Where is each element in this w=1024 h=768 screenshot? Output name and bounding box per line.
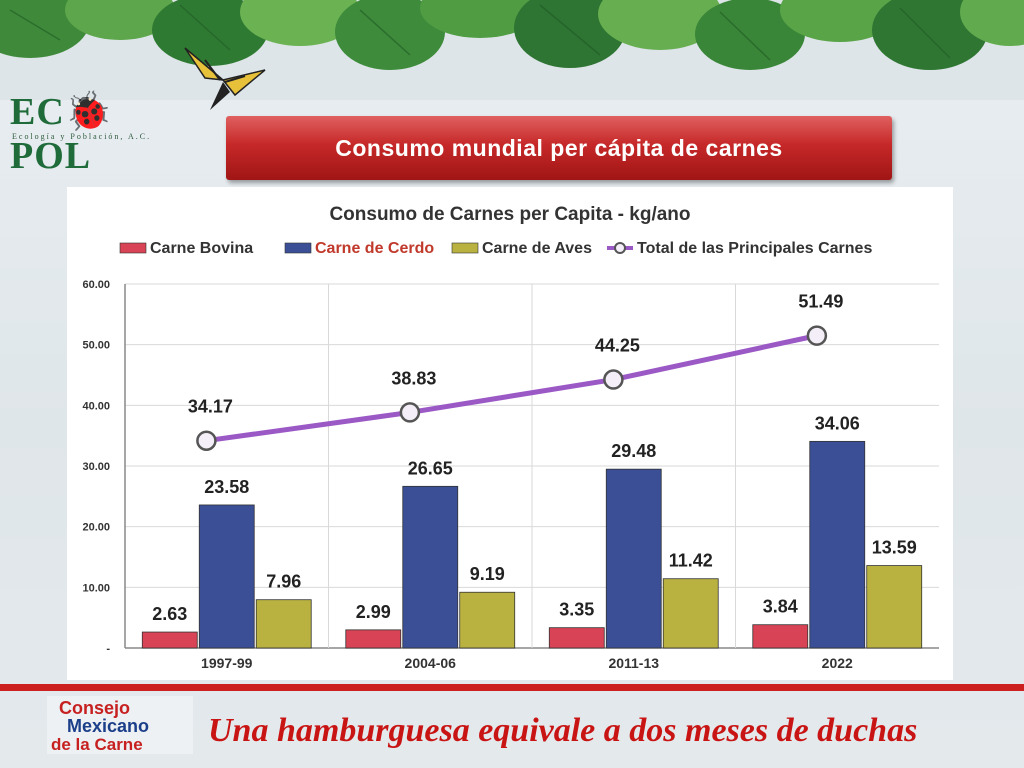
chart-legend: Carne Bovina Carne de Cerdo Carne de Aves T… xyxy=(119,240,872,257)
bar-value-label: 11.42 xyxy=(669,551,713,571)
legend-label: Carne Bovina xyxy=(150,240,253,257)
bar-value-label: 26.65 xyxy=(408,458,453,478)
total-point-1 xyxy=(399,402,421,423)
y-tick-label: 30.00 xyxy=(82,461,110,473)
bar-value-label: 9.19 xyxy=(470,564,505,584)
ecopol-logo: EC🐞POL Ecología y Población, A.C. xyxy=(10,90,180,177)
consejo-mexicano-logo: Consejo Mexicano de la Carne xyxy=(47,696,193,754)
leaves-header xyxy=(0,0,1024,100)
legend-swatch xyxy=(119,242,147,254)
bar-cerdo-3 xyxy=(809,440,866,649)
bar-bovina-1 xyxy=(345,629,402,649)
logo-name: EC🐞POL xyxy=(10,91,114,177)
legend-label: Carne de Cerdo xyxy=(315,240,434,257)
bar-value-label: 13.59 xyxy=(872,538,917,558)
total-value-label: 44.25 xyxy=(595,336,640,356)
bar-value-label: 29.48 xyxy=(611,441,656,461)
y-tick-label: 20.00 xyxy=(82,522,110,534)
legend-marker xyxy=(614,242,626,254)
legend-label: Carne de Aves xyxy=(482,240,592,257)
cmc-line-2: Mexicano xyxy=(67,716,149,736)
bar-bovina-0 xyxy=(141,631,198,649)
x-tick-label: 2011-13 xyxy=(608,655,659,671)
total-value-label: 34.17 xyxy=(188,397,233,417)
bar-value-label: 7.96 xyxy=(266,572,301,592)
bar-aves-1 xyxy=(459,591,516,649)
y-tick-label: - xyxy=(106,643,110,655)
chart-title: Consumo de Carnes per Capita - kg/ano xyxy=(329,204,690,225)
bar-value-label: 2.99 xyxy=(356,602,391,622)
x-tick-label: 1997-99 xyxy=(201,655,253,671)
y-tick-label: 50.00 xyxy=(82,340,110,352)
bar-value-label: 3.35 xyxy=(559,600,594,620)
banner-title: Consumo mundial per cápita de carnes xyxy=(335,134,783,161)
bar-aves-0 xyxy=(255,599,312,649)
total-value-label: 38.83 xyxy=(391,368,436,388)
butterfly-icon xyxy=(184,47,266,110)
bar-cerdo-1 xyxy=(402,485,459,649)
title-banner: Consumo mundial per cápita de carnes xyxy=(226,116,892,180)
data-labels: 2.63 23.58 7.96 2.99 26.65 9.19 3.35 29.48 11.42… xyxy=(152,292,917,624)
cmc-line-1: Consejo xyxy=(59,698,130,718)
legend-label: Total de las Principales Carnes xyxy=(637,240,872,257)
total-point-0 xyxy=(196,430,217,451)
chart-panel: Consumo de Carnes per Capita - kg/ano Ca… xyxy=(67,187,953,680)
x-axis-ticks: 1997-99 2004-06 2011-13 2022 xyxy=(201,655,853,671)
legend-swatch xyxy=(284,242,312,254)
total-line xyxy=(196,325,828,451)
legend-swatch xyxy=(451,242,479,254)
bar-value-label: 3.84 xyxy=(763,597,798,617)
bar-bovina-3 xyxy=(752,624,809,649)
bar-cerdo-2 xyxy=(605,468,662,649)
total-value-label: 51.49 xyxy=(798,292,843,312)
bar-cerdo-0 xyxy=(198,504,255,649)
y-tick-label: 60.00 xyxy=(82,279,110,291)
cmc-line-3: de la Carne xyxy=(51,735,143,754)
total-point-3 xyxy=(806,325,828,346)
total-line-path xyxy=(206,333,818,444)
chart-bars xyxy=(141,440,923,649)
bar-aves-3 xyxy=(866,565,923,649)
footer-slogan: Una hamburguesa equivale a dos meses de … xyxy=(208,712,918,749)
footer-divider xyxy=(0,684,1024,691)
y-axis-ticks: - 10.00 20.00 30.00 40.00 50.00 60.00 xyxy=(82,279,110,655)
bar-value-label: 34.06 xyxy=(815,413,860,433)
bar-aves-2 xyxy=(662,578,719,649)
bar-value-label: 2.63 xyxy=(152,604,187,624)
bar-value-label: 23.58 xyxy=(204,477,249,497)
x-tick-label: 2004-06 xyxy=(405,655,457,671)
logo-subtitle: Ecología y Población, A.C. xyxy=(12,132,152,141)
y-tick-label: 10.00 xyxy=(82,582,110,594)
total-point-2 xyxy=(603,369,624,390)
y-tick-label: 40.00 xyxy=(82,400,110,412)
x-tick-label: 2022 xyxy=(822,655,853,671)
meat-consumption-chart: Consumo de Carnes per Capita - kg/ano Ca… xyxy=(82,204,939,671)
bar-bovina-2 xyxy=(548,627,605,649)
